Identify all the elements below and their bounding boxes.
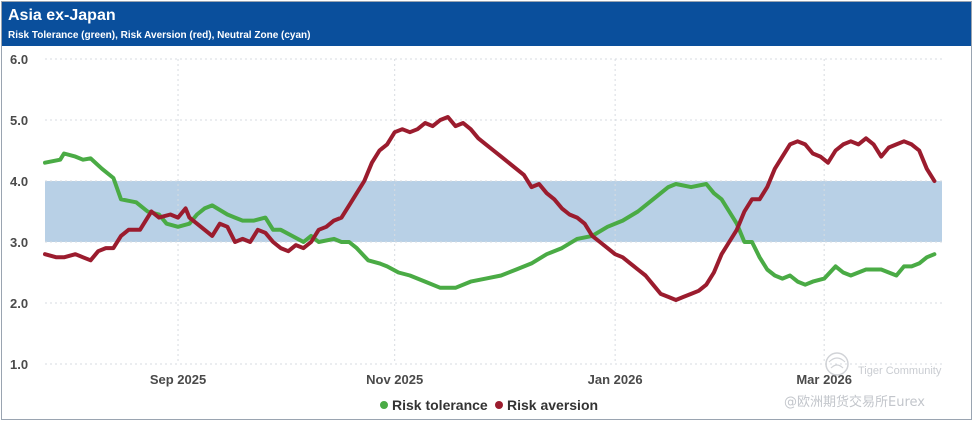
tiger-logo-icon — [825, 352, 849, 376]
legend-label-risk-tolerance: Risk tolerance — [392, 397, 488, 413]
x-tick-label: Sep 2025 — [150, 372, 206, 387]
watermark-community: Tiger Community — [858, 365, 942, 377]
series-line-risk-aversion — [43, 115, 937, 302]
legend-label-risk-aversion: Risk aversion — [507, 397, 598, 413]
x-tick-label: Mar 2026 — [796, 372, 852, 387]
neutral-zone-band — [45, 181, 942, 242]
y-tick-label: 5.0 — [10, 113, 28, 128]
y-tick-label: 3.0 — [10, 235, 28, 250]
chart-subtitle: Risk Tolerance (green), Risk Aversion (r… — [8, 30, 311, 41]
chart-header: Asia ex-Japan Risk Tolerance (green), Ri… — [2, 2, 971, 46]
tiger-logo-stripe — [828, 357, 846, 369]
y-tick-label: 2.0 — [10, 296, 28, 311]
y-tick-label: 1.0 — [10, 357, 28, 372]
chart-title: Asia ex-Japan — [8, 7, 116, 24]
watermark: Tiger Community @欧洲期货交易所Eurex — [784, 352, 942, 410]
y-tick-label: 4.0 — [10, 174, 28, 189]
x-tick-label: Nov 2025 — [366, 372, 423, 387]
watermark-handle: @欧洲期货交易所Eurex — [784, 394, 925, 410]
series-line-risk-tolerance — [43, 151, 937, 290]
x-tick-label: Jan 2026 — [588, 372, 643, 387]
legend: Risk tolerance Risk aversion — [380, 397, 598, 413]
legend-swatch-risk-aversion — [495, 401, 503, 409]
y-tick-label: 6.0 — [10, 52, 28, 67]
legend-swatch-risk-tolerance — [380, 401, 388, 409]
